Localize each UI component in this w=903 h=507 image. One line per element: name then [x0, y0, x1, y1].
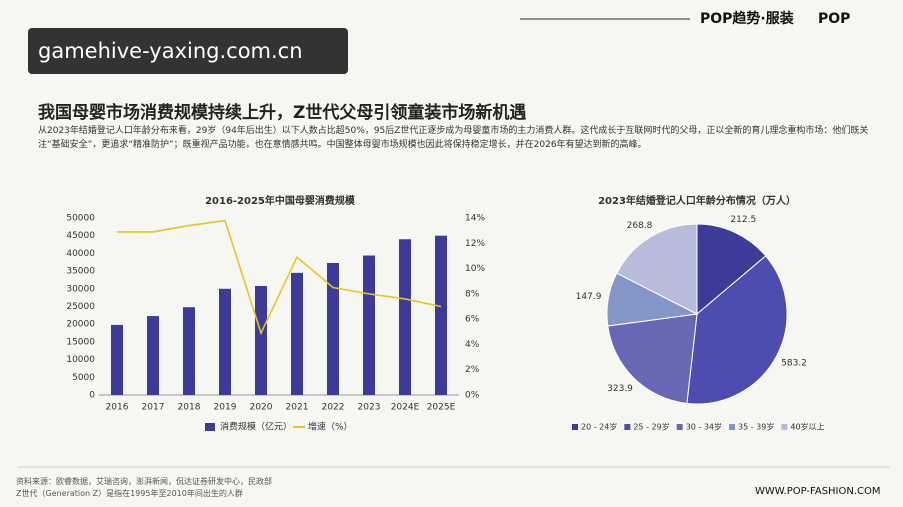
data-label: 268.8: [627, 221, 653, 231]
y2-tick-label: 6%: [465, 315, 480, 325]
y-tick-label: 30000: [66, 284, 95, 294]
y-tick-label: 25000: [66, 302, 95, 312]
source: 资料来源：欧睿数据，艾瑞咨询，澎湃新闻，侃达证券研发中心，民政部: [16, 477, 272, 486]
y2-tick-label: 0%: [465, 391, 480, 401]
title: 我国母婴市场消费规模持续上升，Z世代父母引领童装市场新机遇: [38, 103, 527, 123]
bar: [219, 288, 231, 395]
paragraph: 从2023年结婚登记人口年龄分布来看，29岁（94年后出生）以下人数占比超50%…: [38, 126, 869, 150]
brand: POP趋势·服装: [700, 10, 795, 27]
brand2: POP: [818, 11, 850, 27]
x-tick-label: 2020: [250, 403, 273, 413]
x-tick-label: 2023: [358, 403, 381, 413]
data-label: 323.9: [607, 384, 633, 394]
bar: [363, 255, 375, 395]
x-tick-label: 2022: [322, 403, 345, 413]
y2-tick-label: 4%: [465, 340, 480, 350]
y2-tick-label: 12%: [465, 239, 485, 249]
y-tick-label: 50000: [66, 214, 95, 224]
legend-label: 30 - 34岁: [686, 422, 722, 432]
x-tick-label: 2021: [286, 403, 309, 413]
legend-label: 25 - 29岁: [633, 422, 669, 432]
legend-label: 20 - 24岁: [581, 422, 617, 432]
legend-label: 消费规模（亿元）: [220, 421, 292, 433]
bar: [291, 272, 303, 395]
legend-swatch: [624, 424, 631, 430]
y-tick-label: 0: [89, 391, 95, 401]
pie-slice: [686, 255, 788, 405]
x-tick-label: 2018: [178, 403, 201, 413]
watermark: gamehive-yaxing.com.cn: [28, 28, 348, 74]
chart-title: 2016-2025年中国母婴消费规模: [205, 194, 356, 207]
pie-slice: [616, 223, 698, 315]
bar: [327, 262, 339, 395]
y-tick-label: 40000: [66, 249, 95, 259]
legend-swatch: [676, 424, 683, 430]
data-label: 212.5: [730, 215, 756, 225]
y2-tick-label: 2%: [465, 365, 480, 375]
legend-swatch: [729, 424, 736, 430]
legend-swatch: [205, 423, 215, 431]
y-tick-label: 35000: [66, 267, 95, 277]
chart-title: 2023年结婚登记人口年龄分布情况（万人）: [598, 194, 796, 207]
x-tick-label: 2019: [214, 403, 237, 413]
x-tick-label: 2025E: [427, 403, 456, 413]
y-tick-label: 45000: [66, 231, 95, 241]
y2-tick-label: 10%: [465, 264, 485, 274]
legend-label: 35 - 39岁: [738, 422, 774, 432]
y2-tick-label: 8%: [465, 289, 480, 299]
bar: [147, 316, 159, 395]
y-tick-label: 20000: [66, 320, 95, 330]
source: Z世代（Generation Z）是指在1995年至2010年间出生的人群: [16, 489, 243, 498]
bar: [399, 239, 411, 395]
bar: [435, 235, 447, 395]
x-tick-label: 2017: [142, 403, 165, 413]
pie-slice: [696, 223, 767, 316]
data-label: 147.9: [576, 292, 602, 302]
y-tick-label: 5000: [72, 373, 95, 383]
x-tick-label: 2024E: [391, 403, 420, 413]
url: WWW.POP-FASHION.COM: [755, 486, 881, 497]
pie-slice: [607, 313, 698, 404]
bar: [111, 324, 123, 395]
y-tick-label: 10000: [66, 355, 95, 365]
y2-tick-label: 14%: [465, 214, 485, 224]
legend-label: 增速（%）: [308, 421, 353, 433]
bar: [183, 307, 195, 395]
legend-label: 40岁以上: [790, 422, 824, 432]
legend-swatch: [572, 424, 578, 430]
bar: [255, 285, 267, 395]
y-tick-label: 15000: [66, 337, 95, 347]
growth-line: [117, 219, 442, 336]
legend-swatch: [781, 424, 788, 430]
x-tick-label: 2016: [106, 403, 129, 413]
data-label: 583.2: [781, 359, 807, 369]
